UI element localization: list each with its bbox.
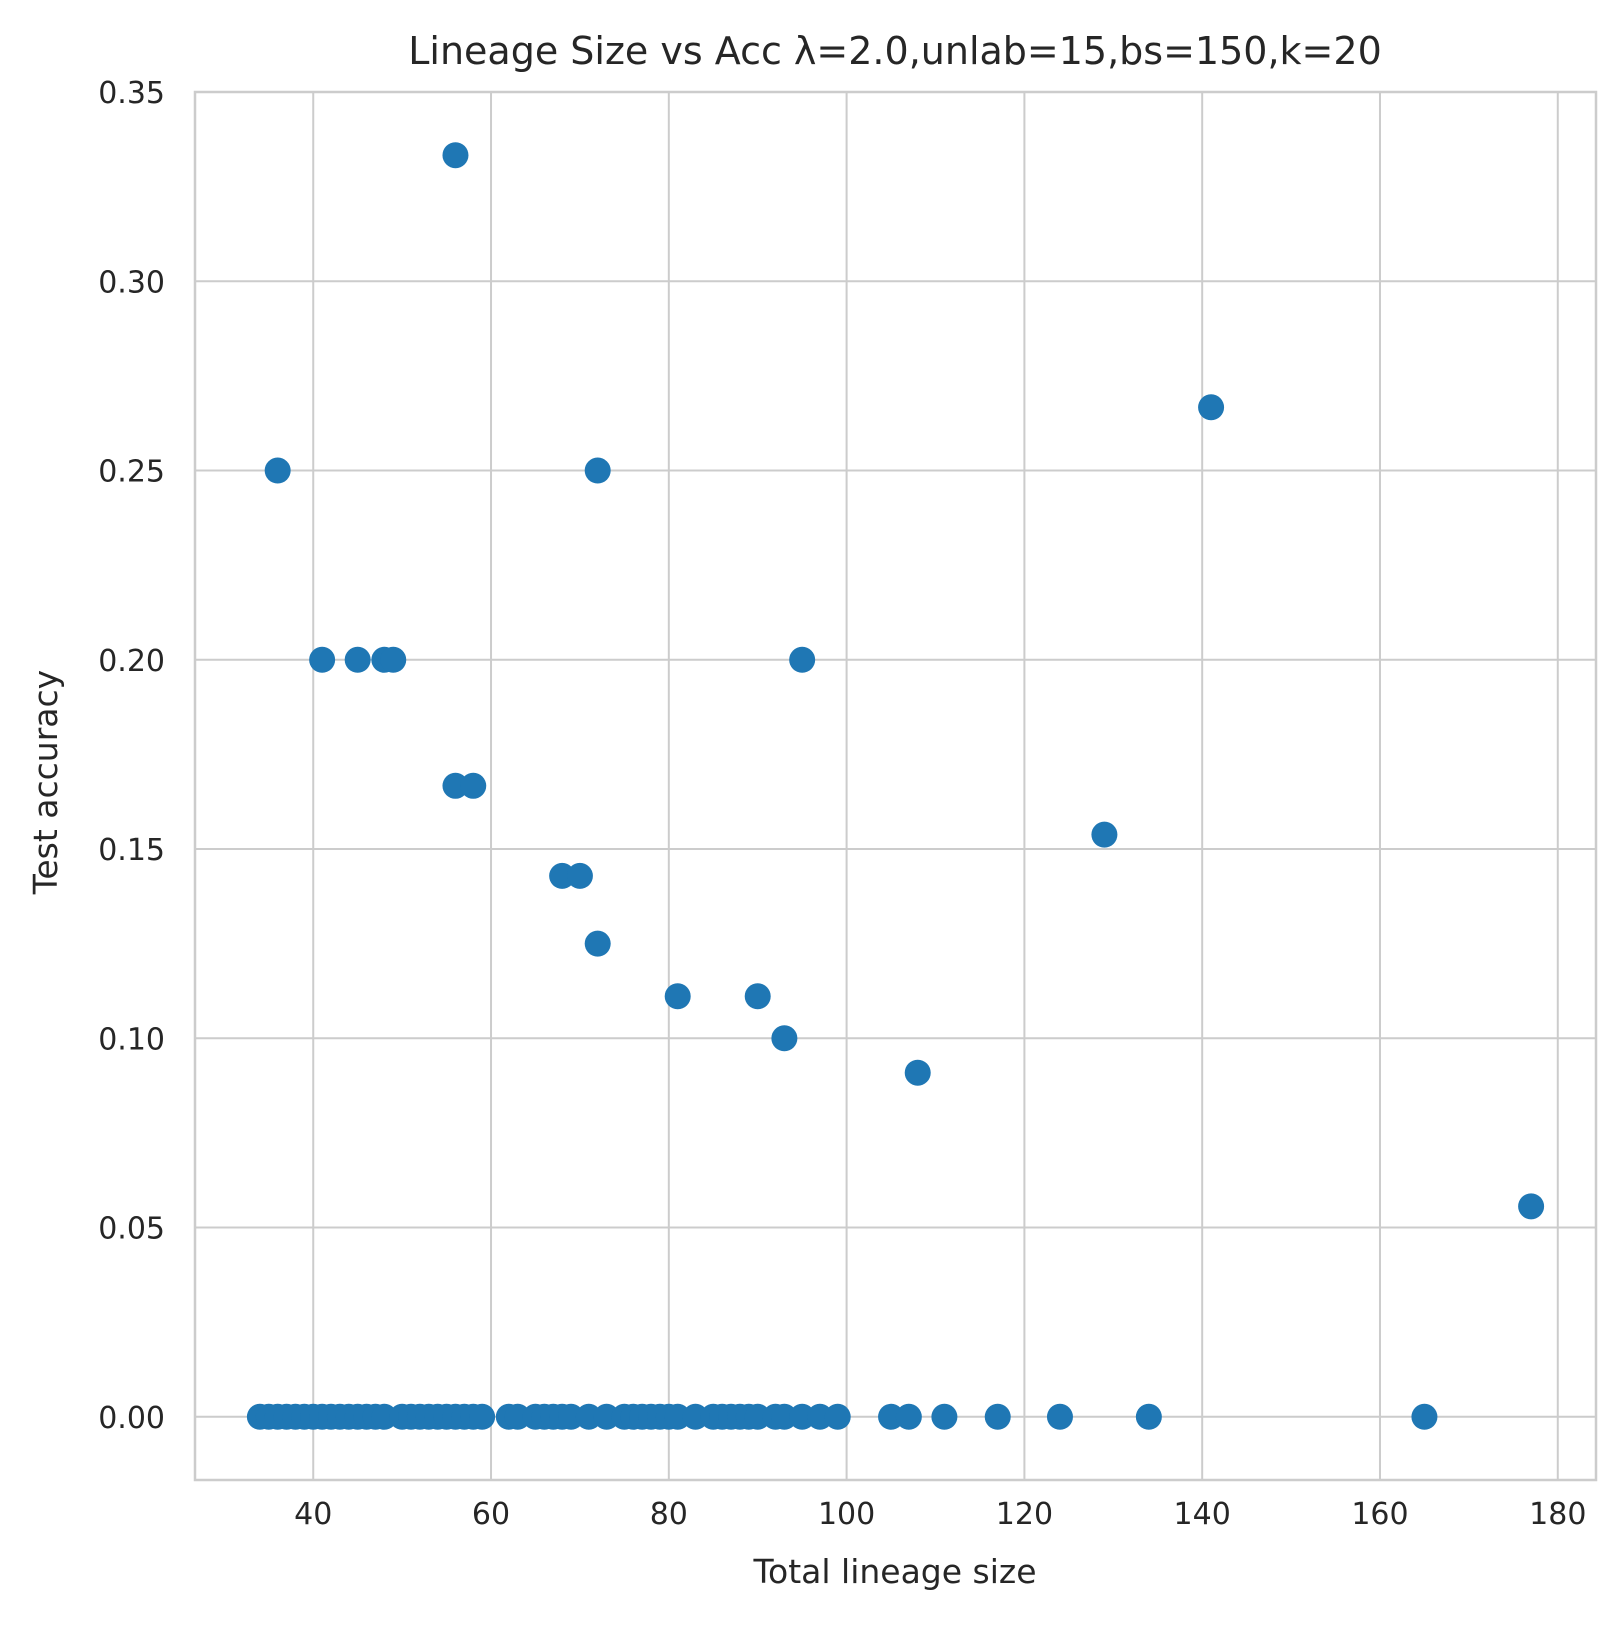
data-point: [442, 142, 469, 169]
data-point: [469, 1403, 496, 1430]
x-tick-labels: 40 60 80 100 120 140 160 180: [294, 1497, 1586, 1532]
data-point: [309, 646, 336, 673]
data-point: [442, 772, 469, 799]
data-point: [1198, 394, 1225, 421]
data-point: [460, 772, 487, 799]
data-point: [789, 646, 816, 673]
data-point: [1135, 1403, 1162, 1430]
data-point: [1518, 1193, 1545, 1220]
data-point: [878, 1403, 905, 1430]
x-axis-label: Total lineage size: [752, 1552, 1036, 1591]
data-point: [1046, 1403, 1073, 1430]
x-tick-label: 120: [996, 1497, 1053, 1532]
data-point: [264, 457, 291, 484]
x-tick-label: 180: [1529, 1497, 1586, 1532]
data-point: [664, 1403, 691, 1430]
data-point: [664, 983, 691, 1010]
x-tick-label: 60: [472, 1497, 510, 1532]
x-tick-label: 140: [1174, 1497, 1231, 1532]
x-tick-label: 80: [650, 1497, 688, 1532]
y-tick-label: 0.15: [98, 833, 165, 868]
data-point: [371, 1403, 398, 1430]
data-point: [806, 1403, 833, 1430]
data-point: [682, 1403, 709, 1430]
plot-frame: [193, 90, 1598, 1482]
x-tick-label: 100: [818, 1497, 875, 1532]
y-tick-label: 0.00: [98, 1401, 165, 1436]
data-point: [789, 1403, 816, 1430]
x-tick-label: 160: [1351, 1497, 1408, 1532]
data-points: [246, 142, 1545, 1430]
y-tick-label: 0.30: [98, 265, 165, 300]
data-point: [904, 1059, 931, 1086]
y-tick-label: 0.20: [98, 644, 165, 679]
data-point: [771, 1025, 798, 1052]
data-point: [744, 983, 771, 1010]
x-tick-label: 40: [294, 1497, 332, 1532]
data-point: [575, 1403, 602, 1430]
data-point: [380, 646, 407, 673]
data-point: [931, 1403, 958, 1430]
data-point: [558, 1403, 585, 1430]
chart-title: Lineage Size vs Acc λ=2.0,unlab=15,bs=15…: [408, 29, 1382, 73]
data-point: [824, 1403, 851, 1430]
y-tick-label: 0.35: [98, 76, 165, 111]
data-point: [584, 930, 611, 957]
data-point: [344, 646, 371, 673]
data-point: [566, 862, 593, 889]
y-axis-label: Test accuracy: [26, 670, 65, 895]
data-point: [895, 1403, 922, 1430]
data-point: [584, 457, 611, 484]
y-tick-label: 0.05: [98, 1212, 165, 1247]
y-tick-label: 0.25: [98, 455, 165, 490]
data-point: [984, 1403, 1011, 1430]
data-point: [1091, 821, 1118, 848]
grid: [195, 91, 1596, 1480]
data-point: [504, 1403, 531, 1430]
data-point: [744, 1403, 771, 1430]
y-tick-label: 0.10: [98, 1022, 165, 1057]
data-point: [593, 1403, 620, 1430]
data-point: [549, 862, 576, 889]
data-point: [771, 1403, 798, 1430]
y-tick-labels: 0.00 0.05 0.10 0.15 0.20 0.25 0.30 0.35: [98, 76, 165, 1436]
data-point: [1411, 1403, 1438, 1430]
